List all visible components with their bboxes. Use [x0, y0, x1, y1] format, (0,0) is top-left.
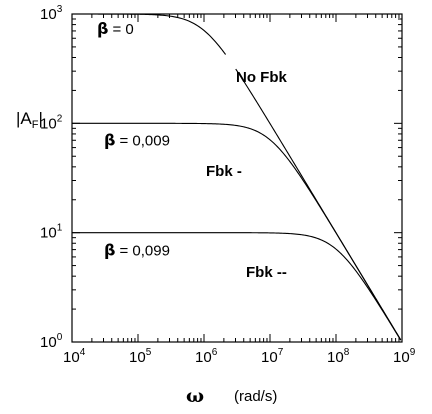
- series-name-label: Fbk -: [206, 163, 242, 180]
- y-tick-label: 102: [40, 113, 63, 132]
- y-tick-label: 101: [40, 223, 63, 242]
- x-tick-label: 106: [195, 347, 218, 366]
- plot-frame: [71, 13, 403, 343]
- x-axis-symbol: ω: [186, 385, 204, 407]
- series-curves: [72, 13, 402, 341]
- x-tick-label: 104: [63, 347, 86, 366]
- y-axis-label: |AF|: [16, 109, 43, 131]
- axis-ticks: [71, 13, 403, 343]
- axis-tick-labels: 104 105 106 107 108 109 100 101 102 103: [40, 4, 416, 366]
- series-line: [72, 13, 227, 55]
- x-tick-label: 108: [327, 347, 350, 366]
- series-line: [72, 122, 402, 341]
- beta-label: β = 0: [97, 19, 134, 38]
- beta-label: β = 0,099: [104, 241, 170, 260]
- x-axis-unit: (rad/s): [234, 388, 277, 405]
- x-tick-label: 105: [129, 347, 152, 366]
- series-annotations: β = 0 No Fbk β = 0,009 Fbk - β = 0,099 Fbk --: [97, 19, 287, 281]
- series-line: [72, 232, 402, 341]
- beta-label: β = 0,009: [104, 130, 170, 149]
- y-tick-label: 103: [40, 4, 63, 23]
- x-tick-label: 107: [261, 347, 284, 366]
- x-tick-label: 109: [393, 347, 416, 366]
- y-tick-label: 100: [40, 332, 63, 351]
- series-name-label: Fbk --: [246, 264, 287, 281]
- series-name-label: No Fbk: [236, 69, 287, 86]
